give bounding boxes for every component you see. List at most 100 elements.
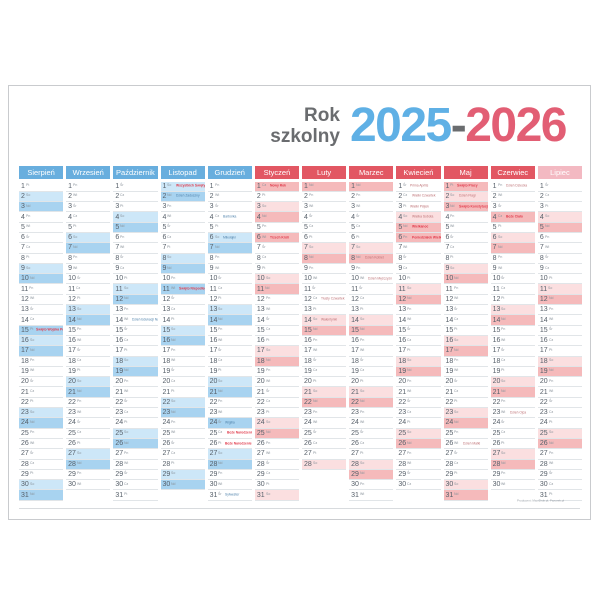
day-cell: 9 Cz — [537, 264, 582, 275]
day-number: 6 — [445, 234, 450, 242]
holiday-label: Poniedziałek Wielkanocny — [411, 235, 441, 240]
day-cell: 7 Śr — [254, 243, 299, 254]
weekday-abbr: Pt — [359, 307, 364, 311]
holiday-label: Dzień Dziecka — [505, 184, 528, 188]
day-number: 13 — [115, 306, 124, 314]
day-cell: 13 Wt — [254, 305, 299, 316]
day-cell: 13 Cz — [160, 305, 205, 316]
weekday-abbr: Pn — [265, 296, 270, 301]
day-number: 6 — [351, 234, 356, 242]
weekday-abbr: Nd — [403, 224, 408, 229]
day-number: 13 — [492, 306, 501, 314]
day-cell: 24 Nd — [19, 418, 64, 429]
weekday-abbr: Pn — [76, 327, 82, 332]
day-number: 26 — [398, 440, 407, 448]
day-cell: 25 Cz Boże Narodzenie — [207, 429, 252, 439]
weekday-abbr: Wt — [501, 482, 506, 486]
day-number: 26 — [68, 440, 76, 448]
day-cell: 9 Pn — [349, 264, 394, 275]
day-cell: 24 Wt — [349, 418, 394, 429]
day-number: 21 — [256, 388, 265, 396]
day-cell: 5 Śr — [160, 223, 205, 233]
day-number: 24 — [492, 419, 501, 427]
weekday-abbr: Wt — [501, 410, 506, 414]
weekday-abbr: Cz — [407, 482, 412, 486]
weekday-abbr: Cz — [497, 214, 502, 219]
weekday-abbr: So — [312, 461, 318, 466]
day-number: 14 — [162, 316, 171, 324]
day-number: 5 — [445, 223, 450, 231]
weekday-abbr: Śr — [403, 183, 407, 188]
day-cell: 11 Śr — [349, 284, 394, 295]
weekday-abbr: Śr — [29, 379, 34, 383]
day-number: 7 — [209, 244, 214, 252]
day-number: 21 — [68, 388, 76, 396]
day-cell: 12 Pt — [207, 295, 252, 306]
day-cell: 27 So — [490, 449, 535, 460]
weekday-abbr: Pt — [76, 296, 81, 301]
day-cell: 26 Nd — [113, 438, 158, 450]
day-cell: 12 Wt — [443, 295, 488, 306]
weekday-abbr: Śr — [359, 430, 364, 435]
day-number: 23 — [68, 409, 76, 417]
weekday-abbr: Wt — [124, 461, 129, 466]
day-cell: 21 So — [302, 387, 347, 398]
day-number: 25 — [304, 429, 312, 437]
day-cell: 20 Wt — [254, 377, 299, 388]
day-number: 27 — [68, 450, 76, 458]
weekday-abbr: Śr — [544, 183, 549, 188]
weekday-abbr: Pn — [171, 420, 176, 424]
weekday-abbr: Pt — [261, 266, 266, 270]
weekday-abbr: So — [76, 307, 82, 311]
day-cell: 17 Nd — [19, 346, 64, 357]
day-cell: 10 Śr — [490, 274, 535, 285]
day-number: 25 — [398, 429, 407, 437]
weekday-abbr: Cz — [171, 379, 176, 383]
day-cell: 20 Pn — [396, 377, 441, 388]
weekday-abbr: Nd — [124, 369, 129, 373]
day-cell: 28 Pt — [160, 460, 205, 470]
day-cell: 2 Wt — [207, 192, 252, 203]
day-number: 5 — [162, 223, 167, 231]
day-cell: 7 Pt — [160, 243, 205, 254]
day-number: 19 — [21, 367, 29, 375]
day-cell: 4 Pn — [19, 212, 64, 223]
weekday-abbr: Cz — [214, 214, 219, 219]
day-cell: 10 Nd — [443, 274, 488, 285]
weekday-abbr: Śr — [167, 224, 171, 229]
weekday-abbr: Cz — [407, 338, 412, 342]
day-number: 30 — [445, 481, 454, 489]
day-cell: 1 Pn — [207, 182, 252, 192]
day-cell: 14 Wt — [396, 315, 441, 326]
weekday-abbr: Nd — [29, 276, 35, 280]
weekday-abbr: Wt — [120, 245, 125, 249]
weekday-abbr: Nd — [308, 255, 314, 260]
day-cell: 11 Nd — [254, 284, 299, 295]
day-cell: 5 Pt — [207, 223, 252, 233]
day-cell: 19 Pt — [490, 367, 535, 378]
day-number: 16 — [539, 337, 548, 345]
day-number: 30 — [68, 481, 76, 489]
weekday-abbr: Wt — [403, 245, 408, 249]
weekday-abbr: Śr — [218, 492, 222, 497]
weekday-abbr: Śr — [454, 379, 458, 383]
weekday-abbr: Wt — [214, 266, 219, 270]
day-number: 16 — [351, 337, 359, 345]
weekday-abbr: So — [167, 255, 172, 260]
weekday-abbr: Nd — [450, 204, 455, 208]
month-column: Maj 1 Pt Święto Pracy 2 So Dzień Flagi 3 Nd Święt… — [443, 166, 488, 501]
weekday-abbr: Nd — [167, 266, 172, 270]
day-number: 9 — [68, 265, 73, 273]
day-number: 10 — [304, 275, 312, 283]
title-line-2: szkolny — [270, 126, 340, 147]
day-number: 30 — [115, 481, 124, 489]
weekday-abbr: Śr — [124, 399, 128, 404]
weekday-abbr: Pt — [124, 492, 128, 497]
day-number: 10 — [539, 275, 548, 283]
day-cell: 14 Nd — [207, 315, 252, 326]
day-cell: 6 Wt Trzech Króli — [254, 232, 299, 244]
weekday-abbr: Nd — [548, 369, 554, 373]
day-number: 20 — [68, 378, 76, 386]
day-cell: 27 Pn — [396, 449, 441, 460]
